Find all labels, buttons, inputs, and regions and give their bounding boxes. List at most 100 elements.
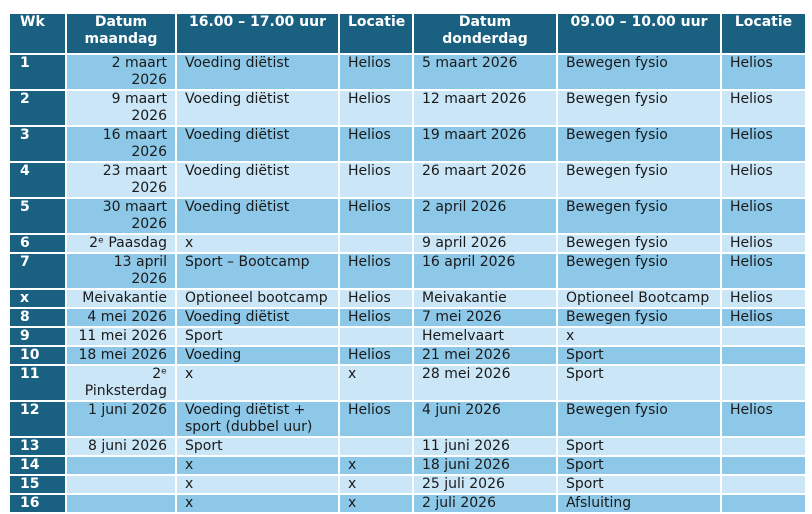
cell-activiteit-maandag: Sport bbox=[175, 436, 340, 457]
cell-locatie-maandag bbox=[338, 326, 414, 347]
cell-locatie-maandag: Helios bbox=[338, 345, 414, 366]
cell-week-number: 8 bbox=[8, 307, 67, 328]
cell-locatie-maandag bbox=[338, 436, 414, 457]
cell-datum-donderdag: 25 juli 2026 bbox=[412, 474, 558, 495]
cell-activiteit-donderdag: Bewegen fysio bbox=[556, 53, 722, 91]
cell-datum-maandag: 4 mei 2026 bbox=[65, 307, 177, 328]
cell-week-number: 11 bbox=[8, 364, 67, 402]
table-row: 11 2ᵉ Pinksterdag x x 28 mei 2026 Sport bbox=[8, 364, 807, 402]
cell-activiteit-donderdag: Afsluiting bbox=[556, 493, 722, 514]
cell-week-number: 15 bbox=[8, 474, 67, 495]
header-datum-donderdag: Datum donderdag bbox=[412, 12, 558, 55]
cell-activiteit-donderdag: Sport bbox=[556, 474, 722, 495]
cell-datum-maandag: 1 juni 2026 bbox=[65, 400, 177, 438]
cell-locatie-donderdag: Helios bbox=[720, 400, 807, 438]
cell-locatie-maandag: Helios bbox=[338, 400, 414, 438]
cell-week-number: 3 bbox=[8, 125, 67, 163]
cell-datum-maandag: 2ᵉ Paasdag bbox=[65, 233, 177, 254]
cell-week-number: 12 bbox=[8, 400, 67, 438]
cell-datum-donderdag: 28 mei 2026 bbox=[412, 364, 558, 402]
cell-datum-donderdag: 12 maart 2026 bbox=[412, 89, 558, 127]
cell-datum-donderdag: 21 mei 2026 bbox=[412, 345, 558, 366]
cell-activiteit-donderdag: Bewegen fysio bbox=[556, 89, 722, 127]
cell-locatie-donderdag: Helios bbox=[720, 125, 807, 163]
cell-datum-maandag: 11 mei 2026 bbox=[65, 326, 177, 347]
cell-activiteit-maandag: Voeding diëtist bbox=[175, 197, 340, 235]
header-wk: Wk bbox=[8, 12, 67, 55]
cell-locatie-donderdag: Helios bbox=[720, 307, 807, 328]
cell-locatie-maandag: x bbox=[338, 364, 414, 402]
cell-activiteit-donderdag: Bewegen fysio bbox=[556, 197, 722, 235]
table-row: 12 1 juni 2026 Voeding diëtist + sport (… bbox=[8, 400, 807, 438]
header-tijd-donderdag: 09.00 – 10.00 uur bbox=[556, 12, 722, 55]
cell-locatie-donderdag bbox=[720, 436, 807, 457]
table-row: 4 23 maart 2026 Voeding diëtist Helios 2… bbox=[8, 161, 807, 199]
cell-activiteit-maandag: Voeding diëtist bbox=[175, 53, 340, 91]
cell-activiteit-maandag: x bbox=[175, 233, 340, 254]
cell-locatie-maandag: x bbox=[338, 455, 414, 476]
cell-datum-maandag bbox=[65, 455, 177, 476]
cell-datum-maandag: 16 maart 2026 bbox=[65, 125, 177, 163]
cell-activiteit-donderdag: Sport bbox=[556, 436, 722, 457]
cell-week-number: 6 bbox=[8, 233, 67, 254]
header-row: Wk Datum maandag 16.00 – 17.00 uur Locat… bbox=[8, 12, 807, 55]
cell-activiteit-maandag: Sport bbox=[175, 326, 340, 347]
table-row: 9 11 mei 2026 Sport Hemelvaart x bbox=[8, 326, 807, 347]
table-row: 3 16 maart 2026 Voeding diëtist Helios 1… bbox=[8, 125, 807, 163]
cell-activiteit-maandag: Sport – Bootcamp bbox=[175, 252, 340, 290]
cell-datum-donderdag: 26 maart 2026 bbox=[412, 161, 558, 199]
table-row: 5 30 maart 2026 Voeding diëtist Helios 2… bbox=[8, 197, 807, 235]
cell-locatie-donderdag bbox=[720, 326, 807, 347]
cell-locatie-maandag: Helios bbox=[338, 307, 414, 328]
cell-locatie-donderdag: Helios bbox=[720, 53, 807, 91]
cell-activiteit-donderdag: Optioneel Bootcamp bbox=[556, 288, 722, 309]
cell-week-number: x bbox=[8, 288, 67, 309]
cell-locatie-donderdag: Helios bbox=[720, 288, 807, 309]
cell-week-number: 13 bbox=[8, 436, 67, 457]
table-row: 13 8 juni 2026 Sport 11 juni 2026 Sport bbox=[8, 436, 807, 457]
cell-locatie-maandag: Helios bbox=[338, 197, 414, 235]
cell-datum-donderdag: 7 mei 2026 bbox=[412, 307, 558, 328]
cell-locatie-donderdag bbox=[720, 493, 807, 514]
cell-datum-maandag: 2ᵉ Pinksterdag bbox=[65, 364, 177, 402]
cell-datum-maandag: 30 maart 2026 bbox=[65, 197, 177, 235]
cell-activiteit-maandag: x bbox=[175, 493, 340, 514]
table-row: x Meivakantie Optioneel bootcamp Helios … bbox=[8, 288, 807, 309]
cell-datum-maandag: 23 maart 2026 bbox=[65, 161, 177, 199]
schedule-table: Wk Datum maandag 16.00 – 17.00 uur Locat… bbox=[8, 12, 807, 514]
cell-activiteit-donderdag: Sport bbox=[556, 455, 722, 476]
cell-activiteit-maandag: Optioneel bootcamp bbox=[175, 288, 340, 309]
cell-locatie-donderdag bbox=[720, 345, 807, 366]
cell-locatie-donderdag bbox=[720, 474, 807, 495]
cell-activiteit-maandag: Voeding diëtist + sport (dubbel uur) bbox=[175, 400, 340, 438]
cell-activiteit-donderdag: x bbox=[556, 326, 722, 347]
cell-locatie-maandag bbox=[338, 233, 414, 254]
cell-locatie-donderdag bbox=[720, 455, 807, 476]
cell-activiteit-donderdag: Bewegen fysio bbox=[556, 252, 722, 290]
cell-week-number: 5 bbox=[8, 197, 67, 235]
cell-datum-maandag: 9 maart 2026 bbox=[65, 89, 177, 127]
cell-activiteit-donderdag: Bewegen fysio bbox=[556, 400, 722, 438]
cell-activiteit-maandag: Voeding diëtist bbox=[175, 125, 340, 163]
page: Wk Datum maandag 16.00 – 17.00 uur Locat… bbox=[8, 12, 807, 514]
cell-datum-donderdag: 16 april 2026 bbox=[412, 252, 558, 290]
cell-week-number: 4 bbox=[8, 161, 67, 199]
cell-locatie-maandag: Helios bbox=[338, 89, 414, 127]
cell-datum-maandag: 13 april 2026 bbox=[65, 252, 177, 290]
table-row: 1 2 maart 2026 Voeding diëtist Helios 5 … bbox=[8, 53, 807, 91]
header-datum-maandag: Datum maandag bbox=[65, 12, 177, 55]
cell-activiteit-donderdag: Sport bbox=[556, 364, 722, 402]
cell-week-number: 1 bbox=[8, 53, 67, 91]
cell-datum-maandag bbox=[65, 493, 177, 514]
cell-datum-maandag: 8 juni 2026 bbox=[65, 436, 177, 457]
cell-datum-donderdag: 11 juni 2026 bbox=[412, 436, 558, 457]
cell-datum-maandag: Meivakantie bbox=[65, 288, 177, 309]
cell-locatie-donderdag: Helios bbox=[720, 89, 807, 127]
cell-datum-donderdag: 18 juni 2026 bbox=[412, 455, 558, 476]
cell-locatie-donderdag: Helios bbox=[720, 233, 807, 254]
cell-activiteit-donderdag: Bewegen fysio bbox=[556, 161, 722, 199]
cell-activiteit-maandag: x bbox=[175, 455, 340, 476]
cell-locatie-maandag: Helios bbox=[338, 288, 414, 309]
cell-activiteit-maandag: Voeding bbox=[175, 345, 340, 366]
cell-datum-donderdag: 4 juni 2026 bbox=[412, 400, 558, 438]
